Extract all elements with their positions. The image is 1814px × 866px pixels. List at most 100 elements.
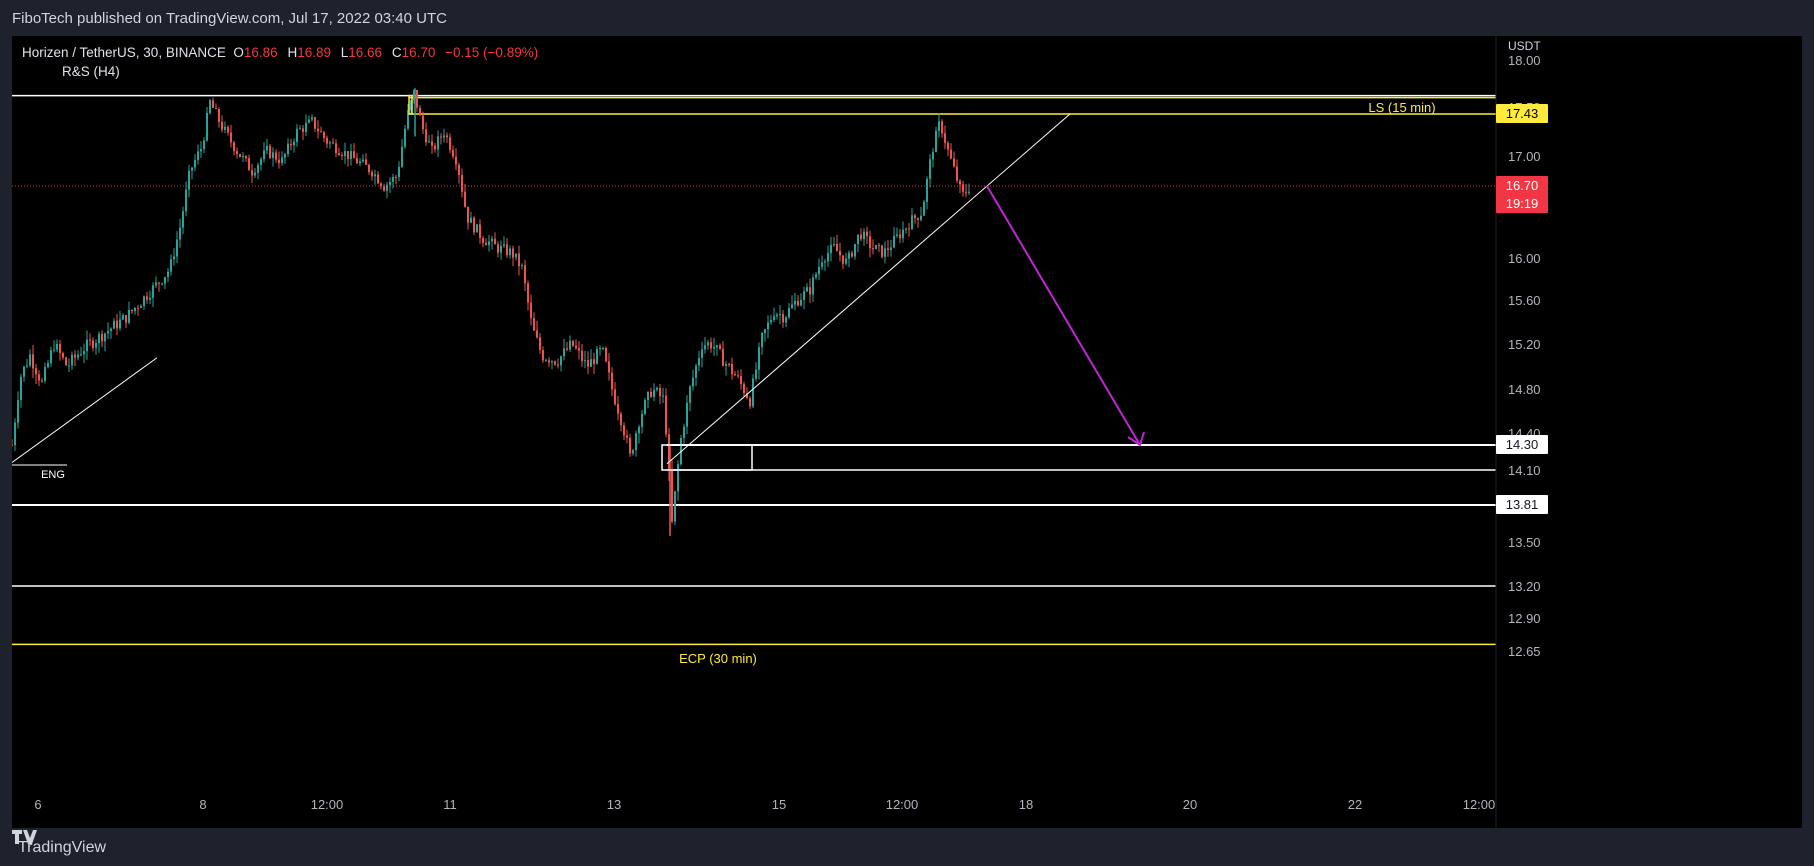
candle-body	[158, 282, 160, 284]
projection-arrow-shaft	[986, 185, 1141, 446]
candle-body	[914, 215, 916, 219]
candle-body	[533, 318, 535, 331]
candle-body	[101, 333, 103, 342]
publisher-header: FiboTech published on TradingView.com, J…	[12, 0, 447, 36]
candle-body	[263, 150, 265, 160]
candle-body	[47, 363, 49, 367]
candle-body	[44, 366, 46, 382]
candle-body	[12, 445, 13, 446]
candle-body	[551, 361, 553, 363]
candle-body	[575, 345, 577, 349]
y-tick-label: 13.50	[1508, 535, 1541, 550]
candle-body	[425, 129, 427, 143]
candle-body	[23, 366, 25, 377]
candle-body	[50, 350, 52, 364]
symbol-title[interactable]: Horizen / TetherUS, 30, BINANCE	[22, 45, 226, 60]
candle-body	[311, 117, 313, 120]
candle-body	[833, 243, 835, 245]
price-axis[interactable]: USDT18.0017.5017.0016.0015.6015.2014.801…	[1495, 36, 1541, 828]
demand-zone-box	[661, 444, 753, 471]
candle-body	[302, 128, 304, 132]
candle-body	[782, 314, 784, 323]
candle-body	[593, 359, 595, 365]
candle-body	[875, 245, 877, 250]
candle-body	[488, 241, 490, 246]
candle-body	[92, 340, 94, 348]
candle-body	[74, 354, 76, 358]
candle-body	[539, 337, 541, 351]
candle-body	[764, 329, 766, 334]
candle-body	[239, 154, 241, 158]
candle-body	[683, 426, 685, 438]
candle-body	[767, 322, 769, 330]
candle-body	[245, 156, 247, 159]
price-chart-svg[interactable]: USDT18.0017.5017.0016.0015.6015.2014.801…	[12, 36, 1802, 828]
candle-body	[20, 376, 22, 401]
candle-body	[83, 351, 85, 355]
price-badge-bg	[1496, 435, 1548, 454]
candle-body	[926, 178, 928, 202]
candle-body	[275, 152, 277, 160]
candle-body	[71, 354, 73, 366]
candle-body	[332, 142, 334, 144]
candle-body	[362, 159, 364, 162]
candle-body	[326, 137, 328, 144]
candle-body	[68, 365, 70, 367]
candle-body	[743, 384, 745, 394]
candle-body	[161, 283, 163, 285]
time-axis[interactable]: 6 8 12:00 11 13 15 12:00 18 20 22 12:00	[34, 797, 1495, 812]
candle-body	[359, 161, 361, 164]
candle-body	[215, 107, 217, 109]
candle-body	[785, 317, 787, 323]
candle-body	[704, 345, 706, 350]
candle-body	[716, 345, 718, 348]
x-tick-label: 6	[34, 797, 41, 812]
candle-body	[893, 235, 895, 248]
candle-body	[632, 450, 634, 454]
candle-body	[740, 375, 742, 385]
candle-body	[344, 151, 346, 156]
candle-body	[569, 340, 571, 350]
candle-body	[590, 359, 592, 367]
candle-body	[848, 252, 850, 259]
candle-body	[356, 158, 358, 164]
candle-body	[461, 175, 463, 192]
x-tick-label: 13	[607, 797, 621, 812]
price-badge-14.30: 14.30	[1506, 437, 1539, 452]
candle-body	[446, 135, 448, 138]
candles	[12, 88, 970, 537]
candle-body	[668, 434, 670, 471]
chart-area[interactable]: Horizen / TetherUS, 30, BINANCE O16.86 H…	[12, 36, 1802, 828]
candle-body	[413, 89, 415, 101]
candle-body	[560, 356, 562, 366]
currency-label: USDT	[1508, 39, 1541, 53]
indicator-label[interactable]: R&S (H4)	[62, 64, 120, 79]
candle-body	[836, 243, 838, 252]
candle-body	[815, 274, 817, 278]
candle-body	[305, 122, 307, 132]
candle-body	[299, 128, 301, 130]
candle-body	[605, 347, 607, 362]
candle-body	[779, 314, 781, 316]
candle-body	[737, 375, 739, 377]
candle-body	[710, 342, 712, 349]
candle-body	[515, 253, 517, 258]
candle-body	[41, 380, 43, 382]
candle-body	[143, 296, 145, 306]
candle-body	[176, 239, 178, 257]
candle-body	[497, 244, 499, 253]
candle-body	[389, 181, 391, 185]
candle-body	[80, 354, 82, 356]
candle-body	[614, 389, 616, 405]
candle-body	[137, 307, 139, 309]
candle-body	[911, 215, 913, 230]
y-tick-label: 17.00	[1508, 149, 1541, 164]
candle-body	[827, 253, 829, 262]
tradingview-logo-text[interactable]: TradingView	[18, 839, 107, 856]
x-tick-label: 12:00	[886, 797, 919, 812]
candle-body	[149, 297, 151, 300]
price-badges: 17.43 16.70 19:19 14.30 13.81	[1496, 104, 1548, 514]
candle-body	[686, 402, 688, 427]
candle-body	[746, 393, 748, 399]
candle-body	[584, 360, 586, 362]
